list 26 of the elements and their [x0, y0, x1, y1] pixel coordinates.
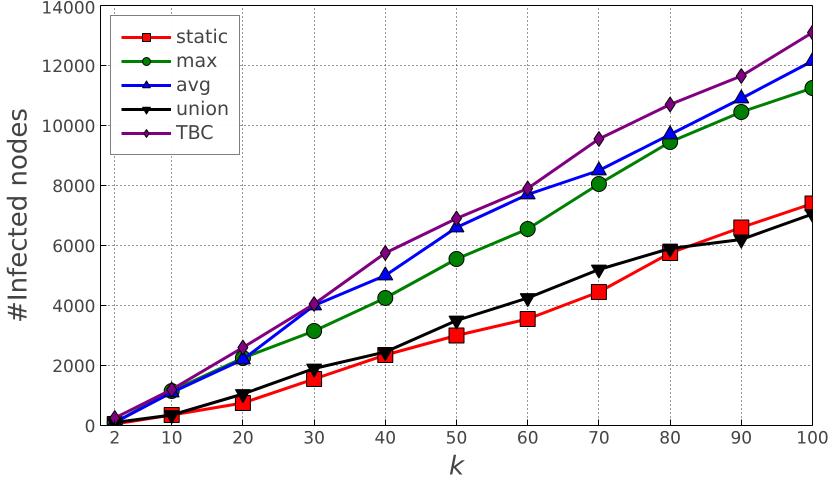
x-tick-label: 100 — [796, 428, 829, 448]
x-tick-label: 40 — [374, 428, 396, 448]
x-tick-label: 30 — [303, 428, 325, 448]
y-tick-label: 10000 — [41, 117, 96, 137]
y-tick-label: 0 — [84, 417, 96, 437]
x-tick-label: 70 — [588, 428, 610, 448]
y-tick-label: 8000 — [52, 177, 96, 197]
x-axis-title: k — [448, 452, 465, 482]
y-axis-title: #Infected nodes — [3, 108, 34, 323]
y-tick-label: 2000 — [52, 357, 96, 377]
legend-label: TBC — [176, 122, 214, 144]
x-tick-label: 2 — [109, 428, 120, 448]
x-tick-label: 60 — [516, 428, 539, 448]
legend-label: max — [176, 50, 218, 72]
x-tick-label: 20 — [232, 428, 254, 448]
x-tick-label: 90 — [730, 428, 752, 448]
x-tick-label: 50 — [446, 428, 468, 448]
y-tick-label: 6000 — [52, 237, 96, 257]
legend-label: static — [176, 26, 228, 48]
x-tick-label: 10 — [160, 428, 183, 448]
y-tick-label: 14000 — [41, 0, 96, 18]
y-tick-label: 12000 — [41, 57, 96, 77]
legend-label: avg — [176, 74, 211, 96]
legend-label: union — [176, 98, 230, 120]
x-tick-label: 80 — [659, 428, 681, 448]
y-tick-label: 4000 — [52, 297, 96, 317]
